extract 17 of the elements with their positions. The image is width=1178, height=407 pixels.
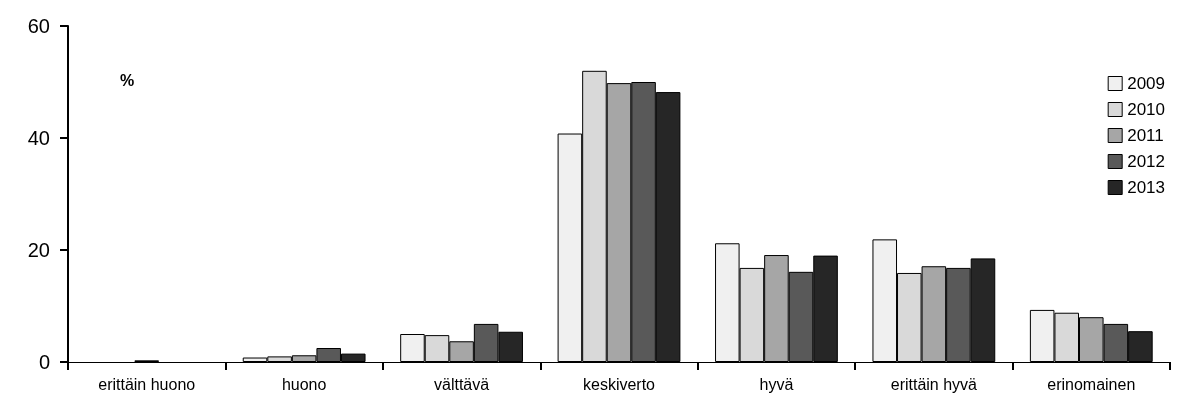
legend-label: 2012 bbox=[1127, 152, 1166, 171]
x-tick-label: erittäin hyvä bbox=[890, 375, 978, 393]
y-tick-label: 20 bbox=[27, 239, 50, 261]
x-tick-label: hyvä bbox=[759, 375, 794, 393]
legend-label: 2010 bbox=[1127, 100, 1166, 119]
y-tick-label: 40 bbox=[27, 127, 50, 149]
legend-label: 2011 bbox=[1127, 126, 1164, 145]
annotation: % bbox=[120, 71, 135, 89]
x-tick-label: huono bbox=[281, 375, 327, 393]
x-tick-label: keskiverto bbox=[582, 375, 656, 393]
legend-label: 2013 bbox=[1127, 178, 1166, 197]
x-tick-label: erinomainen bbox=[1047, 375, 1136, 393]
legend-label: 2009 bbox=[1127, 74, 1166, 93]
x-tick-label: erittäin huono bbox=[98, 375, 196, 393]
x-tick-label: välttävä bbox=[434, 375, 490, 393]
y-tick-label: 60 bbox=[27, 15, 50, 37]
y-tick-label: 0 bbox=[38, 351, 50, 373]
